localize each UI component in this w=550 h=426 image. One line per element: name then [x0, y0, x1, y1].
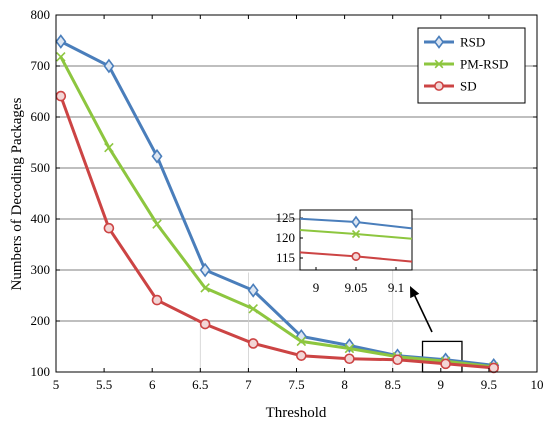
- y-tick-label: 300: [31, 262, 51, 277]
- legend: RSD PM-RSD SD: [417, 27, 526, 104]
- y-axis-label: Numbers of Decoding Packages: [9, 97, 25, 290]
- zoom-arrow: [410, 286, 433, 333]
- series-group: [55, 34, 500, 374]
- data-point-rsd: [247, 283, 259, 298]
- x-axis-ticks: 5 5.5 6 6.5 7 7.5 8 8.5 9 9.5 10: [53, 15, 544, 392]
- x-tick-label: 10: [531, 377, 544, 392]
- data-point-pm-rsd: [56, 52, 66, 62]
- legend-marker-rsd: [433, 35, 445, 49]
- inset-x-tick-label: 9: [313, 280, 320, 295]
- y-tick-label: 800: [31, 7, 51, 22]
- x-tick-label: 5.5: [96, 377, 112, 392]
- data-point-rsd: [55, 34, 67, 49]
- legend-label-pm-rsd: PM-RSD: [460, 57, 508, 72]
- inset-zoom: 9 9.05 9.1 125 120 115: [276, 209, 413, 295]
- inset-x-tick-label: 9.1: [388, 280, 404, 295]
- data-point-pm-rsd: [344, 343, 355, 354]
- x-tick-label: 7: [245, 377, 252, 392]
- x-tick-label: 6.5: [192, 377, 208, 392]
- data-point-pm-rsd: [200, 283, 210, 293]
- x-tick-label: 9: [438, 377, 445, 392]
- y-tick-label: 200: [31, 313, 51, 328]
- data-point-pm-rsd: [248, 303, 258, 314]
- data-point-sd: [55, 90, 67, 102]
- data-point-pm-rsd: [104, 142, 114, 153]
- y-tick-label: 600: [31, 109, 51, 124]
- inset-point-sd: [351, 251, 361, 261]
- legend-label-sd: SD: [460, 79, 477, 94]
- y-tick-label: 500: [31, 160, 51, 175]
- inset-point-pm-rsd: [351, 229, 361, 239]
- data-point-pm-rsd: [152, 219, 162, 229]
- legend-marker-sd: [434, 81, 444, 91]
- inset-y-tick-label: 115: [276, 250, 295, 265]
- data-point-sd: [488, 362, 500, 374]
- data-point-sd: [103, 222, 115, 234]
- arrow-head: [410, 286, 420, 299]
- inset-x-tick-label: 9.05: [345, 280, 368, 295]
- data-point-sd: [344, 353, 355, 365]
- legend-marker-pm-rsd: [434, 59, 444, 69]
- x-tick-label: 8.5: [385, 377, 401, 392]
- inset-point-rsd: [351, 215, 361, 229]
- y-axis-ticks: 100 200 300 400 500 600 700 800: [31, 7, 537, 379]
- data-point-sd: [296, 350, 307, 361]
- x-tick-label: 8: [341, 377, 348, 392]
- data-point-rsd: [151, 148, 163, 164]
- data-point-pm-rsd: [296, 336, 307, 347]
- inset-y-tick-label: 120: [276, 230, 296, 245]
- inset-y-tick-label: 125: [276, 210, 296, 225]
- y-tick-label: 400: [31, 211, 51, 226]
- y-tick-label: 100: [31, 364, 51, 379]
- x-tick-label: 6: [149, 377, 156, 392]
- legend-label-rsd: RSD: [460, 35, 485, 50]
- x-axis-label: Threshold: [266, 405, 327, 421]
- x-tick-label: 9.5: [481, 377, 497, 392]
- x-tick-label: 7.5: [288, 377, 304, 392]
- data-point-sd: [392, 354, 403, 366]
- arrow-shaft: [412, 291, 433, 333]
- x-tick-label: 5: [53, 377, 60, 392]
- data-point-rsd: [103, 58, 115, 74]
- series-line-sd: [59, 95, 494, 370]
- data-point-sd: [199, 318, 211, 330]
- y-tick-label: 700: [31, 58, 51, 73]
- series-line-pm-rsd: [59, 56, 494, 369]
- data-point-sd: [440, 358, 451, 370]
- data-point-rsd: [199, 262, 211, 278]
- data-point-sd: [151, 294, 163, 306]
- data-point-sd: [247, 338, 259, 349]
